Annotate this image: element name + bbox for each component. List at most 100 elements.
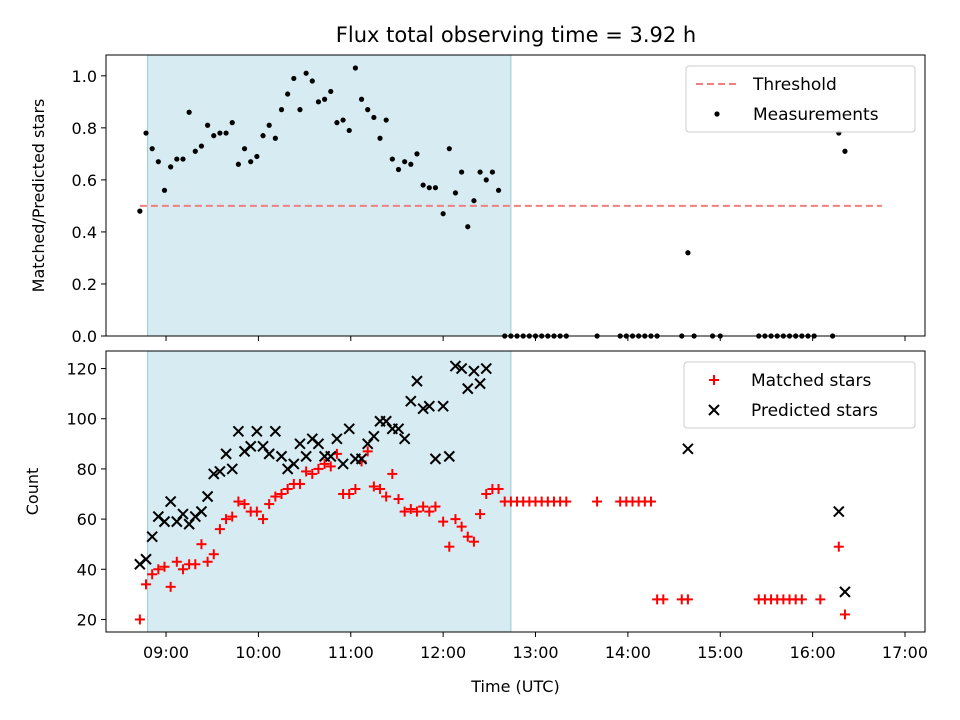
predicted-star-point <box>263 448 275 460</box>
y-axis-label: Matched/Predicted stars <box>29 99 48 293</box>
matched-star-point <box>344 489 355 500</box>
predicted-stars-points <box>134 360 851 598</box>
predicted-star-point <box>437 400 449 412</box>
x-tick-label: 13:00 <box>512 643 558 662</box>
matched-star-point <box>682 594 693 605</box>
legend-x-marker <box>708 404 720 416</box>
axes-frame <box>105 54 926 337</box>
measurement-point <box>452 190 459 196</box>
matched-star-point <box>468 536 479 547</box>
measurement-point <box>377 135 383 141</box>
legend-threshold-label: Threshold <box>752 75 837 95</box>
matched-star-point <box>233 496 244 507</box>
matched-star-point <box>276 489 287 500</box>
measurement-point <box>291 75 297 82</box>
measurement-point <box>266 122 272 128</box>
matched-star-point <box>190 559 201 570</box>
measurement-point <box>198 143 205 149</box>
measurement-point <box>465 224 471 230</box>
x-stroke <box>312 438 325 450</box>
y-tick-label: 20 <box>77 610 97 629</box>
shaded-region <box>147 350 512 633</box>
measurement-point <box>260 133 266 139</box>
x-stroke <box>275 450 288 463</box>
measurement-point <box>161 187 168 193</box>
legend-matched-swatch <box>709 375 719 385</box>
matched-star-point <box>159 561 170 572</box>
x-stroke <box>300 450 312 463</box>
x-stroke <box>480 362 492 375</box>
measurement-point <box>174 156 180 162</box>
measurement-point <box>180 156 186 162</box>
predicted-star-point <box>411 375 423 387</box>
x-stroke <box>833 505 845 518</box>
matched-star-point <box>165 581 176 592</box>
measurement-point <box>440 211 446 217</box>
x-stroke <box>380 415 392 427</box>
x-stroke <box>232 425 245 437</box>
legend: Threshold Measurements <box>685 65 916 133</box>
x-stroke <box>177 508 189 520</box>
predicted-star-point <box>468 365 480 377</box>
predicted-star-point <box>300 450 312 463</box>
x-stroke <box>708 404 720 416</box>
x-stroke <box>257 440 269 453</box>
predicted-star-point <box>398 433 411 445</box>
x-stroke <box>251 425 263 437</box>
measurement-point <box>842 148 848 154</box>
legend-box <box>683 361 916 429</box>
predicted-star-point <box>839 586 851 598</box>
measurement-point <box>477 169 483 175</box>
matched-star-point <box>251 506 262 517</box>
matched-star-point <box>833 541 844 552</box>
y-tick-label: 0.6 <box>72 171 97 190</box>
measurement-point <box>420 182 426 188</box>
predicted-star-point <box>288 458 300 470</box>
measurement-point <box>137 208 143 214</box>
y-ticks: 20 40 60 80 100 120 <box>66 360 106 629</box>
measurement-point <box>278 107 285 113</box>
x-stroke <box>195 505 208 518</box>
predicted-star-point <box>331 433 343 445</box>
predicted-star-point <box>474 377 486 390</box>
matched-star-point <box>411 506 422 517</box>
predicted-star-point <box>429 453 442 465</box>
predicted-star-point <box>251 425 263 437</box>
x-tick-label: 11:00 <box>328 643 374 662</box>
measurement-point <box>248 159 254 165</box>
measurement-point <box>309 78 315 84</box>
matched-star-point <box>325 461 336 472</box>
y-tick-label: 40 <box>77 560 97 579</box>
matched-star-point <box>153 564 164 575</box>
matched-star-point <box>405 504 416 515</box>
measurement-point <box>186 109 192 115</box>
x-stroke <box>164 495 177 508</box>
matched-star-point <box>462 531 473 542</box>
matched-star-point <box>227 511 238 522</box>
matched-star-point <box>561 496 572 507</box>
measurement-point <box>365 107 371 113</box>
x-stroke <box>468 365 480 377</box>
x-tick-label: 09:00 <box>143 643 189 662</box>
matched-star-point <box>294 478 305 489</box>
x-stroke <box>462 382 474 395</box>
matched-star-point <box>456 521 467 532</box>
measurement-point <box>340 117 346 123</box>
y-axis-label: Count <box>23 468 42 516</box>
measurement-point <box>426 185 432 191</box>
legend-plus-marker <box>709 375 719 385</box>
matched-star-point <box>393 494 404 505</box>
measurement-point <box>143 130 149 136</box>
y-tick-label: 60 <box>77 510 97 529</box>
matched-star-point <box>307 468 318 479</box>
x-stroke <box>152 510 165 523</box>
predicted-star-point <box>214 465 226 478</box>
x-stroke <box>306 433 318 445</box>
x-ticks: 09:00 10:00 11:00 12:00 13:00 14:00 15:00 16:00… <box>143 632 928 662</box>
matched-star-point <box>202 556 213 567</box>
x-stroke <box>368 430 380 443</box>
predicted-star-point <box>455 362 468 375</box>
matched-star-point <box>208 549 219 560</box>
x-stroke <box>437 400 449 412</box>
